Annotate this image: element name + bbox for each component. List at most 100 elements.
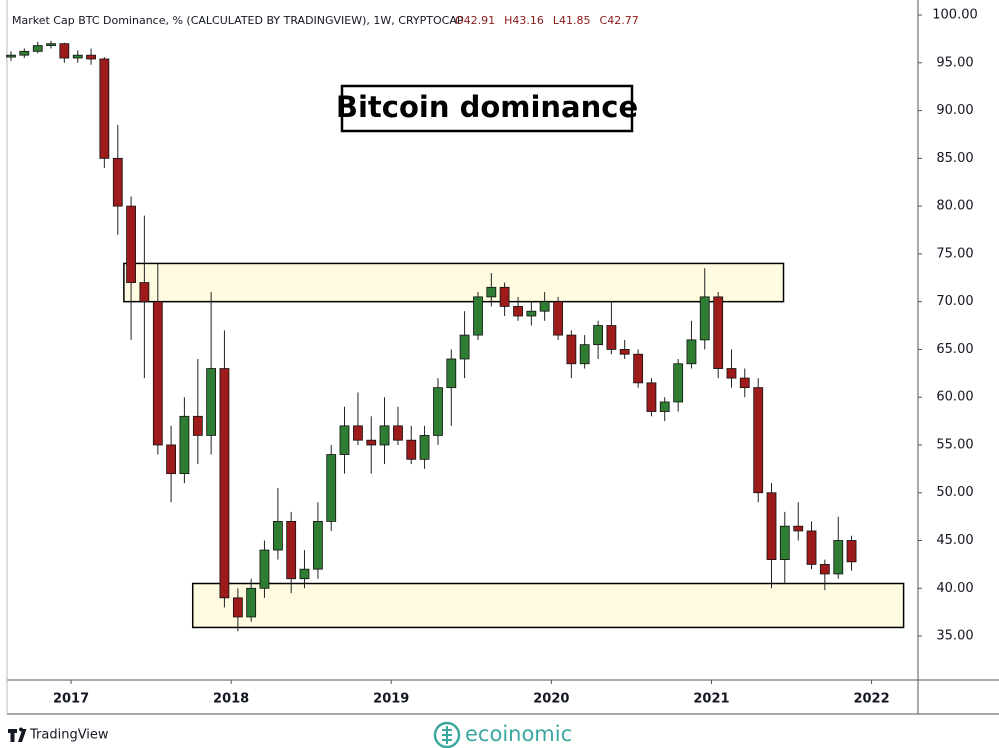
candle-body	[433, 387, 443, 436]
y-tick-label: 35.00	[936, 629, 973, 644]
candle-body	[393, 425, 403, 441]
candle-body	[6, 54, 16, 58]
x-tick-label: 2019	[373, 692, 409, 707]
candle-body	[833, 540, 844, 575]
y-tick-label: 90.00	[936, 103, 973, 118]
candle-body	[286, 521, 297, 580]
y-tick-label: 50.00	[936, 485, 973, 500]
candle-body	[606, 325, 617, 350]
candle-body	[779, 525, 790, 561]
candle-body	[593, 325, 604, 346]
candle-body	[806, 530, 817, 565]
y-tick-label: 65.00	[936, 342, 973, 357]
candle-body	[619, 349, 630, 355]
candle-body	[699, 296, 710, 341]
x-tick-label: 2022	[853, 692, 889, 707]
watermark-icon-inner	[442, 726, 452, 744]
candle-body	[86, 54, 96, 60]
y-tick-label: 70.00	[936, 294, 973, 309]
candle-body	[339, 425, 350, 455]
tradingview-icon	[8, 727, 27, 742]
candle-body	[259, 549, 270, 589]
annotation: Bitcoin dominance	[336, 90, 638, 124]
y-tick-label: 60.00	[936, 390, 973, 405]
candles	[6, 40, 857, 632]
branding: TradingView	[29, 728, 109, 743]
candle-body	[46, 43, 56, 47]
candle-body	[366, 439, 377, 446]
candle-body	[713, 296, 724, 369]
candle-body	[326, 454, 337, 522]
annotation-box	[340, 84, 634, 133]
candle-body	[646, 382, 657, 412]
candle-body	[553, 301, 563, 336]
candle-body	[99, 58, 110, 159]
ecoinomic-watermark: ecoinomic	[433, 721, 572, 748]
candle-body	[246, 587, 257, 618]
candle-body	[299, 568, 310, 580]
candle-body	[499, 286, 510, 307]
y-tick-label: 80.00	[936, 199, 973, 214]
candle-body	[459, 334, 470, 360]
candle-body	[686, 339, 697, 365]
chart-title: Market Cap BTC Dominance, % (CALCULATED …	[12, 14, 464, 27]
candle-body	[726, 368, 737, 379]
ohlc-value: H43.16	[504, 14, 544, 27]
candle-body	[59, 43, 70, 59]
y-tick-label: 85.00	[936, 151, 973, 166]
candle-body	[753, 387, 764, 494]
candle-body	[313, 521, 323, 570]
candle-body	[406, 439, 417, 460]
candle-body	[179, 415, 190, 475]
candle-body	[72, 54, 83, 59]
y-tick-label: 55.00	[936, 437, 973, 452]
y-tick-label: 100.00	[932, 8, 978, 23]
candle-body	[473, 296, 483, 336]
ohlc-value: O42.91	[455, 14, 495, 27]
candle-body	[32, 45, 43, 52]
x-tick-label: 2021	[693, 692, 729, 707]
candle-body	[659, 401, 670, 412]
watermark: ecoinomic	[465, 722, 572, 746]
candle-body	[192, 415, 203, 436]
tradingview-logo: TradingView	[8, 727, 109, 743]
ohlc-legend: O42.91 H43.16 L41.85 C42.77	[455, 14, 639, 27]
candle-body	[379, 425, 390, 446]
candle-body	[112, 157, 123, 207]
candle-body	[526, 310, 537, 317]
y-tick-label: 45.00	[936, 533, 973, 548]
y-tick-label: 40.00	[936, 581, 973, 596]
candle-body	[206, 368, 217, 436]
candle-body	[539, 301, 550, 312]
candle-body	[232, 597, 243, 618]
candle-body	[566, 334, 577, 365]
candle-body	[739, 377, 750, 389]
x-tick-label: 2017	[53, 692, 89, 707]
watermark-icon	[433, 721, 461, 748]
candle-body	[579, 344, 590, 365]
candle-body	[846, 540, 857, 563]
candle-body	[219, 368, 230, 599]
candle-body	[793, 525, 804, 532]
candle-body	[486, 286, 497, 298]
ohlc-value: L41.85	[553, 14, 591, 27]
candle-body	[766, 492, 777, 561]
candle-body	[152, 301, 163, 446]
zone	[123, 262, 785, 303]
candle-body	[126, 205, 136, 283]
x-tick-label: 2018	[213, 692, 249, 707]
y-tick-label: 95.00	[936, 55, 973, 70]
candle-body	[819, 563, 830, 575]
candle-body	[166, 444, 177, 475]
zone	[191, 582, 905, 629]
candle-body	[673, 363, 684, 403]
candle-body	[419, 435, 430, 460]
candle-body	[446, 358, 457, 389]
candle-body	[19, 50, 30, 56]
candle-body	[139, 282, 150, 303]
x-tick-label: 2020	[533, 692, 569, 707]
candle-body	[633, 353, 644, 384]
candle-body	[513, 306, 523, 317]
